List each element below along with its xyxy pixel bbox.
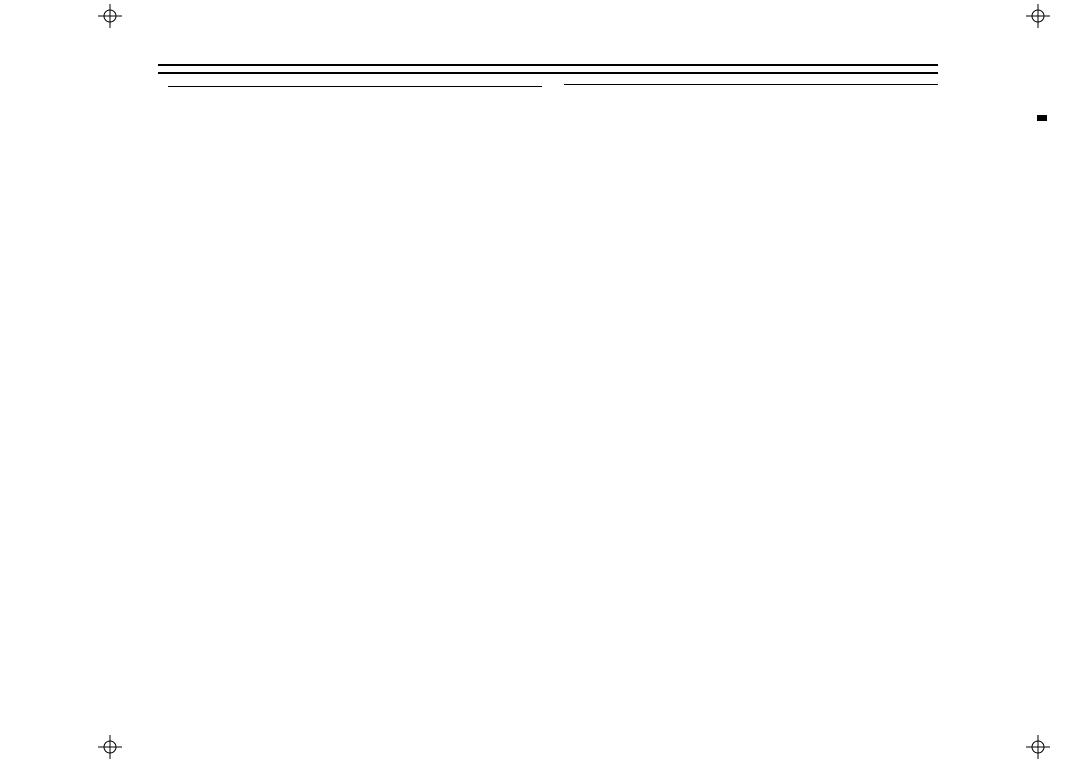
- crop-mark-tr: [1026, 4, 1050, 28]
- crop-mark-tl: [98, 4, 122, 28]
- left-column: [168, 80, 542, 91]
- legend: [564, 85, 938, 89]
- group-fastfood: [168, 87, 542, 91]
- page-title: [158, 66, 938, 74]
- content-columns: [158, 80, 938, 91]
- right-column: [564, 80, 938, 91]
- group-head-fastfood: [168, 87, 542, 89]
- crop-mark-br: [1026, 735, 1050, 759]
- crop-mark-bl: [98, 735, 122, 759]
- page: [158, 64, 938, 724]
- language-tab: [1037, 115, 1047, 121]
